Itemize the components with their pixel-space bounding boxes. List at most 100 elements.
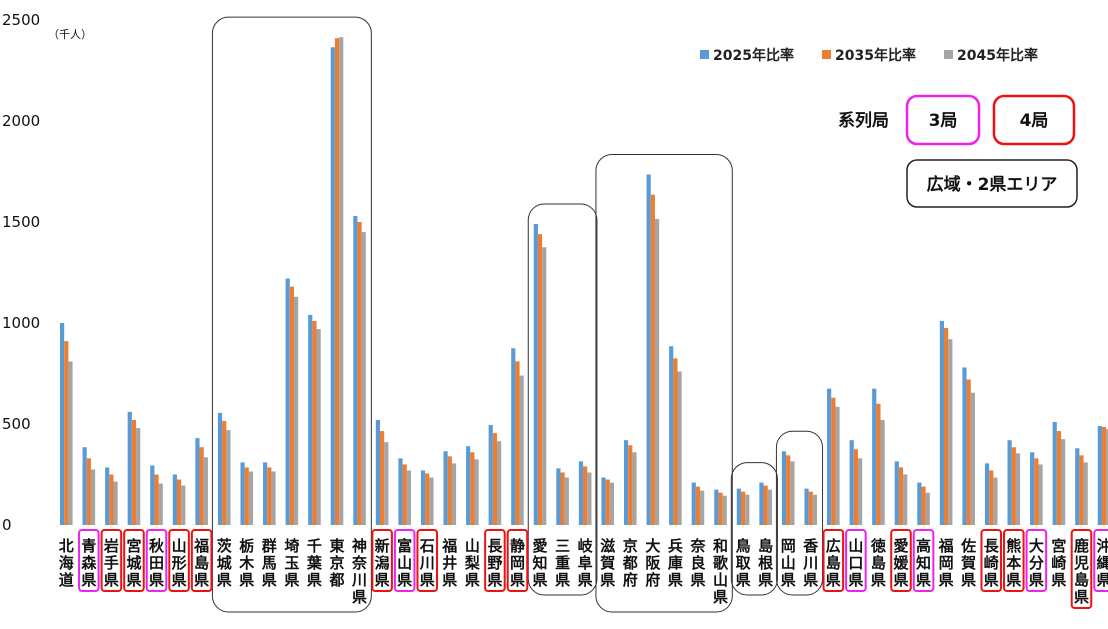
bar-2035年比率 — [1079, 455, 1084, 525]
station-count-box — [1093, 529, 1108, 592]
x-tick-label: 山梨県 — [464, 537, 480, 589]
bar-2025年比率 — [714, 489, 719, 525]
x-tick-label: 岩手県 — [103, 537, 119, 589]
bar-2025年比率 — [827, 388, 832, 525]
bar-2035年比率 — [1101, 427, 1107, 525]
x-tick-label: 島根県 — [758, 537, 773, 589]
bar-2035年比率 — [898, 467, 904, 525]
x-tick-label: 宮崎県 — [1051, 537, 1066, 589]
bar-2025年比率 — [82, 447, 87, 525]
bar-2035年比率 — [289, 286, 294, 525]
x-tick-label: 兵庫県 — [668, 537, 683, 589]
x-tick-label: 栃木県 — [238, 537, 255, 589]
x-tick-label: 茨城県 — [217, 537, 232, 589]
bar-2025年比率 — [150, 465, 155, 525]
bar-2045年比率 — [316, 329, 321, 525]
station-count-box — [190, 529, 213, 592]
y-axis: 0 500 1000 1500 2000 2500 — [2, 11, 40, 534]
station-count-box — [822, 529, 845, 592]
bar-2045年比率 — [203, 457, 208, 525]
bar-2035年比率 — [199, 447, 204, 525]
bar-2025年比率 — [984, 463, 990, 525]
bar-2035年比率 — [470, 452, 475, 525]
bar-2035年比率 — [222, 420, 227, 525]
x-tick-label: 福井県 — [441, 537, 457, 589]
bar-2035年比率 — [1056, 431, 1062, 525]
bar-2035年比率 — [334, 38, 340, 526]
bar-2025年比率 — [195, 438, 200, 525]
x-tick-label: 青森県 — [81, 537, 97, 589]
bar-2045年比率 — [587, 472, 592, 525]
bar-2025年比率 — [420, 470, 426, 525]
bar-2035年比率 — [380, 431, 385, 525]
bar-2025年比率 — [759, 482, 764, 525]
x-tick-label: 岡山県 — [781, 537, 796, 589]
legend-label: 2025年比率 — [713, 47, 794, 64]
bar-2025年比率 — [533, 224, 538, 525]
station-count-box — [845, 529, 867, 592]
bar-2045年比率 — [857, 458, 863, 525]
legend: 2025年比率 2035年比率 2045年比率 — [700, 47, 1038, 64]
x-tick-label: 愛知県 — [533, 537, 548, 589]
bar-2045年比率 — [835, 406, 840, 525]
bar-2045年比率 — [903, 474, 908, 525]
bar-2035年比率 — [560, 472, 565, 525]
bar-2045年比率 — [181, 485, 186, 525]
bar-2045年比率 — [970, 392, 975, 525]
station-count-box — [980, 529, 1003, 592]
bar-2025年比率 — [330, 47, 335, 526]
bar-2035年比率 — [808, 491, 813, 525]
bars-layer — [59, 37, 1108, 526]
bar-2035年比率 — [718, 492, 723, 525]
bar-2035年比率 — [921, 486, 926, 525]
station-count-box — [168, 529, 190, 592]
bar-2025年比率 — [669, 346, 674, 525]
bar-2025年比率 — [1097, 426, 1102, 525]
bar-2045年比率 — [384, 442, 389, 525]
bar-2025年比率 — [1007, 440, 1012, 525]
bar-2035年比率 — [109, 474, 114, 525]
x-tick-label: 鳥取県 — [736, 537, 752, 589]
x-tick-label: 広島県 — [826, 537, 841, 589]
bar-2035年比率 — [537, 234, 543, 525]
bar-2045年比率 — [880, 419, 885, 525]
legend-swatch — [822, 50, 831, 59]
station-count-box — [78, 529, 100, 592]
bar-2045年比率 — [113, 481, 118, 525]
bar-2045年比率 — [812, 494, 818, 525]
bar-2045年比率 — [745, 494, 750, 525]
bar-2025年比率 — [894, 461, 899, 525]
area-group-frame — [730, 462, 778, 596]
x-tick-label: 富山県 — [397, 537, 412, 589]
bar-2025年比率 — [872, 388, 877, 525]
bar-2035年比率 — [763, 485, 768, 525]
bar-2025年比率 — [804, 488, 809, 525]
key-area-label: 広域・2県エリア — [927, 174, 1058, 195]
bar-2045年比率 — [1106, 429, 1108, 525]
bar-2035年比率 — [650, 194, 655, 526]
bar-2025年比率 — [556, 468, 561, 525]
key-area-frame — [906, 159, 1078, 208]
unit-label: （千人） — [48, 28, 92, 41]
bar-2035年比率 — [425, 473, 430, 525]
bar-2045年比率 — [609, 482, 615, 525]
area-group-frame — [211, 16, 372, 613]
bar-2025年比率 — [488, 425, 493, 525]
bar-2025年比率 — [736, 488, 741, 525]
bar-2025年比率 — [1052, 421, 1057, 525]
station-count-box — [506, 529, 529, 592]
bar-2025年比率 — [59, 323, 65, 525]
bar-2025年比率 — [240, 462, 245, 525]
bar-2045年比率 — [1038, 464, 1043, 525]
bar-2035年比率 — [64, 341, 69, 525]
bar-2035年比率 — [989, 470, 994, 525]
bar-2025年比率 — [217, 412, 223, 525]
bar-2045年比率 — [226, 430, 231, 525]
station-count-box — [393, 529, 416, 592]
x-tick-label: 埼玉県 — [284, 537, 299, 589]
bar-2035年比率 — [831, 397, 836, 525]
x-tick-label: 群馬県 — [262, 537, 277, 589]
bar-2025年比率 — [578, 461, 584, 525]
bar-2045年比率 — [564, 477, 569, 525]
bar-2035年比率 — [1011, 447, 1016, 525]
